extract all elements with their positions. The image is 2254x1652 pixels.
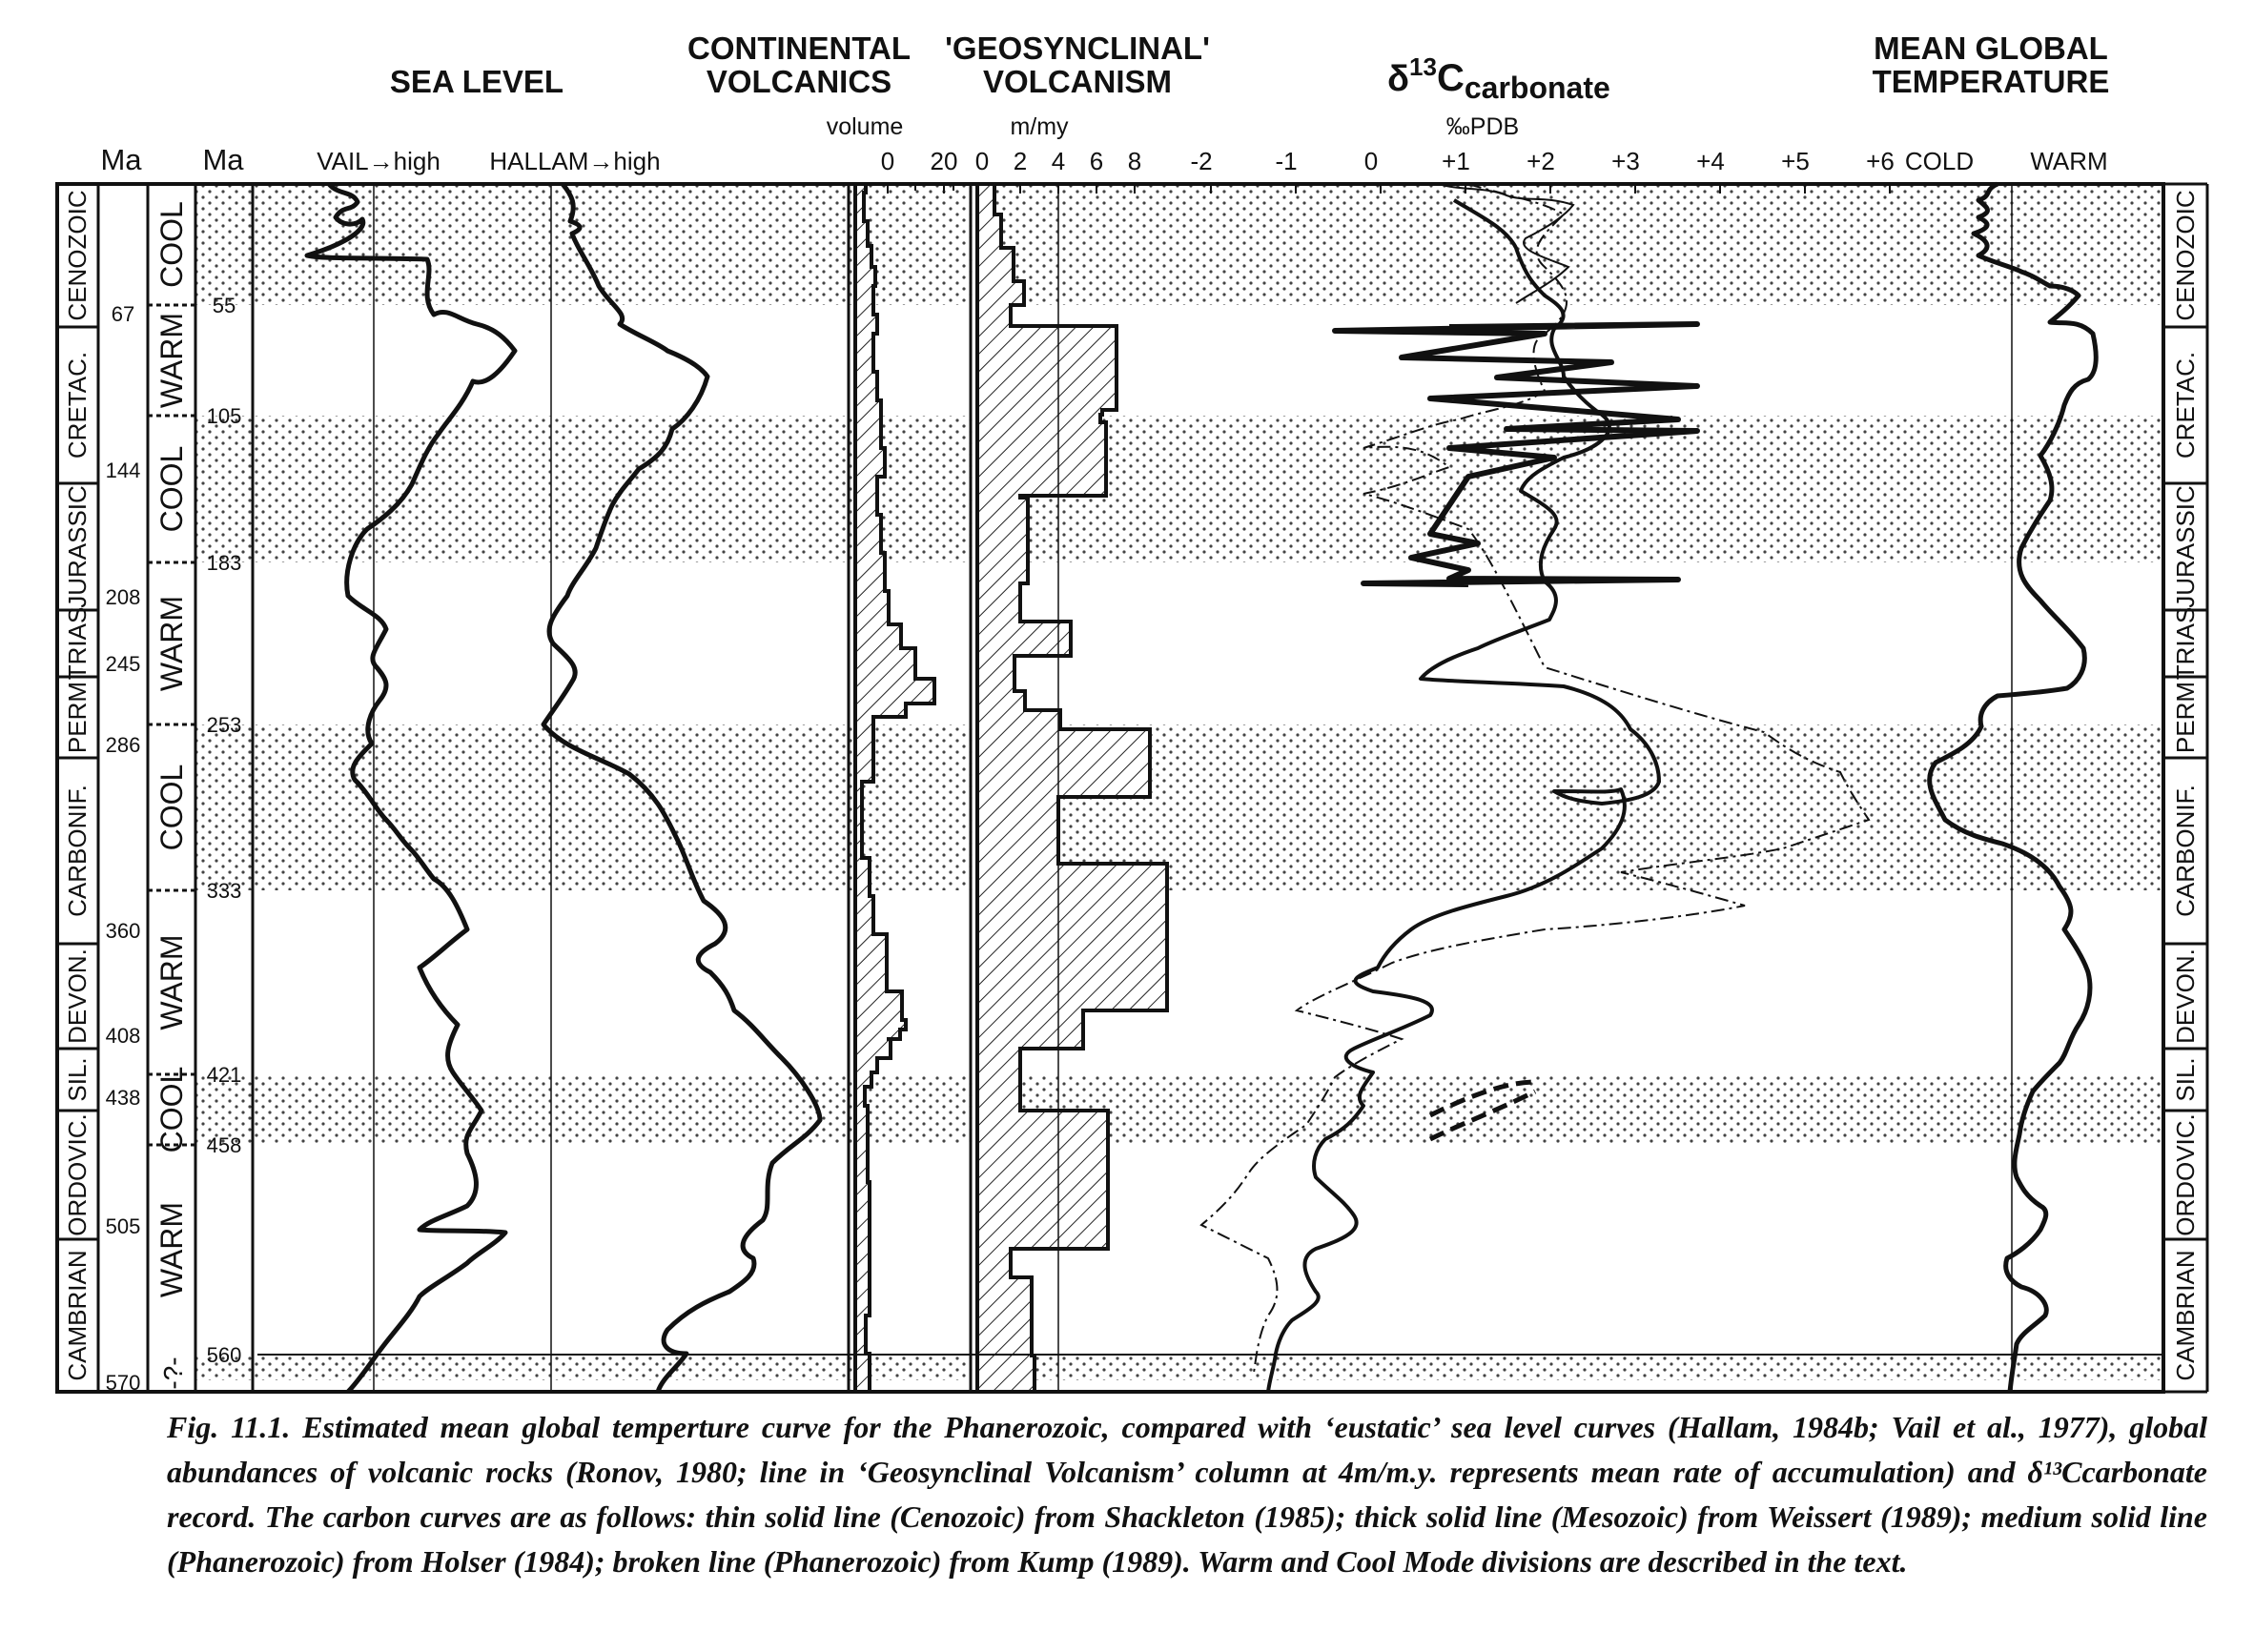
cool-mode-bands bbox=[195, 184, 2163, 1380]
mode-column: COOL WARM COOL WARM COOL WARM COOL WARM -?- bbox=[148, 201, 195, 1390]
carbon-kump-broken-line bbox=[1199, 183, 1871, 1374]
continental-title-line2: VOLCANICS bbox=[707, 64, 891, 99]
uncertain-mode-mark: -?- bbox=[158, 1356, 188, 1389]
mode-boundary-age: 105 bbox=[207, 404, 242, 428]
carbon-tick-label: +1 bbox=[1442, 147, 1470, 175]
period-boundary-age: 408 bbox=[106, 1024, 141, 1048]
period-label-left: PERM bbox=[63, 682, 92, 753]
period-label-right: TRIAS bbox=[2171, 607, 2200, 681]
figure-caption: Fig. 11.1. Estimated mean global tempert… bbox=[167, 1410, 2207, 1579]
mode-boundary-age: 458 bbox=[207, 1133, 242, 1157]
period-label-left: CENOZOIC bbox=[63, 190, 92, 320]
temperature-title-line1: MEAN GLOBAL bbox=[1874, 31, 2108, 66]
mode-label: WARM bbox=[154, 313, 189, 408]
mmy-tick-label: 2 bbox=[1014, 147, 1027, 175]
period-label-left: TRIAS bbox=[63, 607, 92, 681]
carbon-holser-medium-line bbox=[1266, 198, 1661, 1393]
period-label-left: DEVON. bbox=[63, 948, 92, 1044]
carbon-tick-label: -1 bbox=[1275, 147, 1297, 175]
period-label-right: CENOZOIC bbox=[2171, 190, 2200, 320]
geosynclinal-volcanism-histogram bbox=[975, 182, 1169, 1394]
period-label-right: ORDOVIC. bbox=[2171, 1113, 2200, 1236]
period-label-left: JURASSIC bbox=[63, 485, 92, 608]
mode-label: COOL bbox=[154, 446, 189, 533]
mmy-unit: m/my bbox=[1010, 113, 1069, 140]
warm-header: WARM bbox=[2030, 147, 2107, 175]
period-label-right: JURASSIC bbox=[2171, 485, 2200, 608]
period-label-right: CARBONIF. bbox=[2171, 785, 2200, 917]
period-label-left: CARBONIF. bbox=[63, 785, 92, 917]
continental-volcanics-histogram bbox=[853, 182, 936, 1394]
geosynclinal-title-line2: VOLCANISM bbox=[983, 64, 1172, 99]
mmy-tick-label: 8 bbox=[1128, 147, 1141, 175]
carbon-tick-label: +5 bbox=[1781, 147, 1810, 175]
period-boundary-age: 144 bbox=[106, 459, 141, 482]
period-boundary-age: 286 bbox=[106, 733, 141, 757]
carbon-tick-label: +3 bbox=[1611, 147, 1640, 175]
mode-label: COOL bbox=[154, 201, 189, 288]
period-boundary-age: 360 bbox=[106, 919, 141, 943]
mode-label: WARM bbox=[154, 596, 189, 691]
pdb-unit: ‰PDB bbox=[1446, 113, 1519, 140]
mode-boundary-age: 55 bbox=[213, 294, 236, 317]
period-boundary-age: 438 bbox=[106, 1086, 141, 1110]
volume-unit: volume bbox=[827, 113, 904, 140]
mean-temperature-curve bbox=[1927, 181, 2099, 1393]
carbon-tick-label: 0 bbox=[1364, 147, 1378, 175]
mode-label: WARM bbox=[154, 1202, 189, 1297]
carbon-tick-label: +2 bbox=[1527, 147, 1555, 175]
vail-sea-level-curve bbox=[304, 182, 518, 1394]
mode-boundary-age: 253 bbox=[207, 713, 242, 737]
ma-header-right: Ma bbox=[202, 143, 244, 176]
mmy-tick-label: 6 bbox=[1090, 147, 1103, 175]
figure-frame bbox=[55, 182, 2209, 1394]
period-boundary-age: 208 bbox=[106, 585, 141, 609]
period-boundary-age: 67 bbox=[112, 302, 134, 326]
cold-header: COLD bbox=[1905, 147, 1974, 175]
carbon-tick-label: -2 bbox=[1190, 147, 1212, 175]
carbon-title: δ13Ccarbonate bbox=[1387, 52, 1610, 105]
axis-tick-labels: 0 20 0 2 4 6 8 -2 -1 0 +1 +2 +3 +4 +5 +6 bbox=[881, 147, 1895, 175]
mode-boundary-age: 183 bbox=[207, 551, 242, 575]
mmy-tick-label: 4 bbox=[1052, 147, 1065, 175]
mode-label: COOL bbox=[154, 765, 189, 851]
mode-boundary-age: 333 bbox=[207, 879, 242, 903]
period-label-left: ORDOVIC. bbox=[63, 1113, 92, 1236]
sea-level-title: SEA LEVEL bbox=[390, 64, 564, 99]
hallam-sea-level-curve bbox=[541, 182, 823, 1393]
mode-boundary-age: 560 bbox=[207, 1343, 242, 1367]
mmy-tick-label: 0 bbox=[975, 147, 989, 175]
mode-label: COOL bbox=[154, 1067, 189, 1153]
period-boundary-age: 505 bbox=[106, 1214, 141, 1238]
volume-tick-label: 20 bbox=[931, 147, 958, 175]
period-label-right: CRETAC. bbox=[2171, 352, 2200, 459]
mode-boundary-labels: 55 105 183 253 333 421 458 560 bbox=[207, 294, 242, 1367]
carbon-tick-label: +6 bbox=[1866, 147, 1895, 175]
mode-boundary-age: 421 bbox=[207, 1063, 242, 1087]
carbon-kump-dashed-segment bbox=[1428, 1079, 1537, 1142]
period-boundary-age: 245 bbox=[106, 652, 141, 676]
period-label-left: SIL. bbox=[63, 1057, 92, 1101]
continental-title-line1: CONTINENTAL bbox=[687, 31, 911, 66]
period-label-right: SIL. bbox=[2171, 1057, 2200, 1101]
period-label-right: CAMBRIAN bbox=[2171, 1250, 2200, 1380]
carbon-tick-label: +4 bbox=[1696, 147, 1725, 175]
volume-tick-label: 0 bbox=[881, 147, 894, 175]
carbon-mesozoic-thick-line bbox=[1332, 321, 1700, 587]
vail-header: VAIL→high bbox=[317, 147, 441, 175]
period-label-left: CAMBRIAN bbox=[63, 1250, 92, 1380]
period-label-right: PERM bbox=[2171, 682, 2200, 753]
ma-header-left: Ma bbox=[100, 143, 142, 176]
period-label-right: DEVON. bbox=[2171, 948, 2200, 1044]
geosynclinal-title-line1: 'GEOSYNCLINAL' bbox=[945, 31, 1210, 66]
mode-label: WARM bbox=[154, 934, 189, 1030]
temperature-title-line2: TEMPERATURE bbox=[1873, 64, 2110, 99]
hallam-header: HALLAM→high bbox=[489, 147, 660, 175]
period-label-left: CRETAC. bbox=[63, 352, 92, 459]
